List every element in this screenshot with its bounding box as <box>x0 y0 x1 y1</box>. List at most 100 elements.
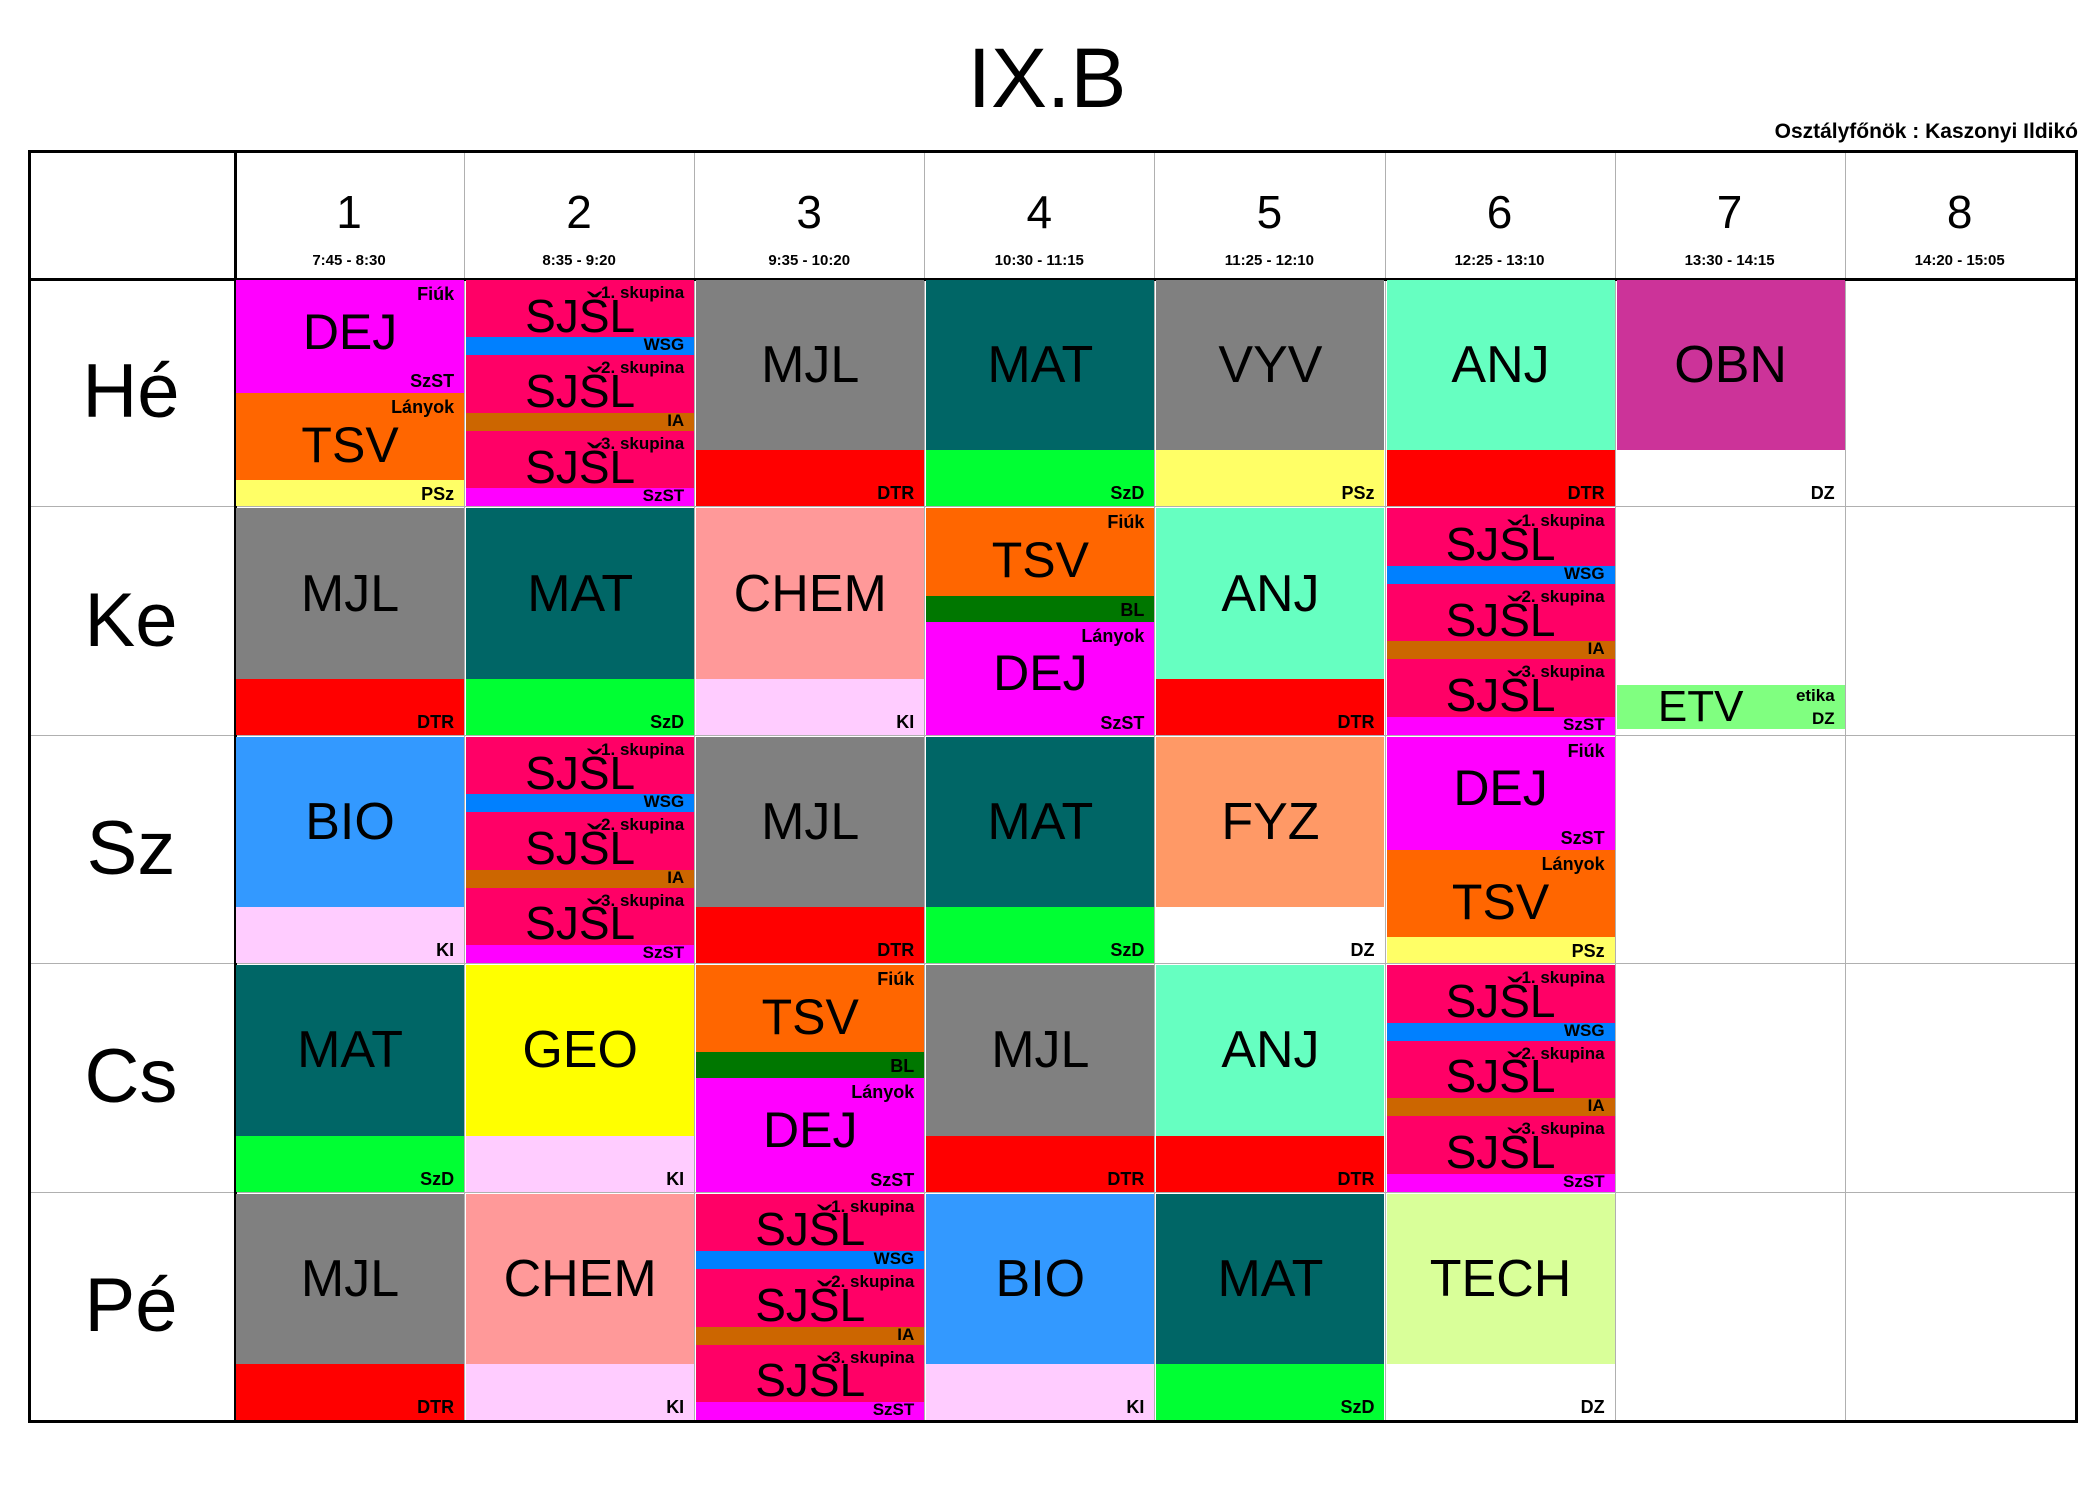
lesson-cell[interactable]: MAT SzD <box>1156 1193 1385 1420</box>
lesson-cell-split[interactable]: Fiúk DEJ SzST Lányok TSV PSz <box>1386 736 1615 964</box>
frame-line <box>2075 150 2078 1423</box>
lesson-cell[interactable]: MAT SzD <box>466 508 695 735</box>
subject-label: BIO <box>305 792 395 851</box>
group-label: 1. skupina <box>601 739 685 759</box>
group-lesson: Lányok DEJ SzST <box>696 1078 925 1192</box>
lesson-cell[interactable]: ANJ DTR <box>1156 508 1385 735</box>
group-lesson: SJŠL 3. skupina SzST <box>696 1344 925 1420</box>
teacher-strip: SzD <box>466 678 695 735</box>
lesson-cell[interactable]: GEO KI <box>466 965 695 1192</box>
lesson-cell[interactable]: MJL DTR <box>926 965 1155 1192</box>
period-number: 2 <box>566 186 592 238</box>
grid-line-vertical <box>694 150 696 1420</box>
lesson-cell-groups[interactable]: SJŠL 1. skupina WSG SJŠL 2. skupina IA SJŠL 3. … <box>696 1193 925 1420</box>
lesson-cell[interactable]: MJL DTR <box>236 508 465 735</box>
teacher-label: SzST <box>872 1399 915 1419</box>
lesson-cell-groups[interactable]: SJŠL 1. skupina WSG SJŠL 2. skupina IA SJŠL 3. … <box>466 280 695 507</box>
day-label: Ke <box>84 577 178 663</box>
grid-line-vertical <box>924 150 926 1420</box>
subject-label: SJŠL <box>755 1354 866 1407</box>
period-time: 9:35 - 10:20 <box>768 252 851 269</box>
subject-block: MAT <box>926 280 1155 451</box>
lesson-cell-groups[interactable]: SJŠL 1. skupina WSG SJŠL 2. skupina IA SJŠL 3. … <box>1386 508 1615 735</box>
subject-label: CHEM <box>503 1249 657 1308</box>
teacher-strip <box>1386 1098 1615 1117</box>
lesson-cell[interactable]: CHEM KI <box>466 1193 695 1420</box>
subject-label: MAT <box>987 336 1094 395</box>
teacher-label: IA <box>667 410 685 430</box>
group-label: 1. skupina <box>601 283 685 302</box>
group-label: Fiúk <box>1567 740 1605 761</box>
subject-block: MAT <box>926 736 1155 908</box>
group-lesson: SJŠL 2. skupina IA <box>696 1269 925 1345</box>
lesson-cell-small[interactable]: ETV etika DZ <box>1616 684 1845 729</box>
lesson-cell[interactable]: VYV PSz <box>1156 280 1385 507</box>
grid-line-vertical <box>1154 150 1156 1420</box>
group-label: 3. skupina <box>1521 662 1605 682</box>
lesson-cell[interactable]: BIO KI <box>926 1193 1155 1420</box>
subject-block: MAT <box>466 508 695 679</box>
teacher-label: WSG <box>1563 1020 1605 1040</box>
lesson-cell[interactable]: TECH DZ <box>1386 1193 1615 1420</box>
teacher-label: SzD <box>1340 1396 1375 1417</box>
teacher-strip <box>696 1326 925 1345</box>
lesson-cell[interactable]: CHEM KI <box>696 508 925 735</box>
class-teacher: Osztályfőnök : Kaszonyi Ildikó <box>1774 120 2078 143</box>
lesson-cell-groups[interactable]: SJŠL 1. skupina WSG SJŠL 2. skupina IA SJŠL 3. … <box>1386 965 1615 1192</box>
lesson-cell-groups[interactable]: SJŠL 1. skupina WSG SJŠL 2. skupina IA SJŠL 3. … <box>466 736 695 964</box>
group-label: 3. skupina <box>831 1347 915 1367</box>
period-time: 14:20 - 15:05 <box>1914 252 2005 269</box>
teacher-label: DZ <box>1580 1396 1605 1417</box>
group-label: Fiúk <box>417 284 455 304</box>
lesson-cell-split[interactable]: Fiúk DEJ SzST Lányok TSV PSz <box>236 280 465 507</box>
period-time: 7:45 - 8:30 <box>312 252 386 269</box>
lesson-cell[interactable]: MJL DTR <box>236 1193 465 1420</box>
period-time: 13:30 - 14:15 <box>1684 252 1775 269</box>
lesson-cell[interactable]: MJL DTR <box>696 280 925 507</box>
period-number: 8 <box>1946 186 1973 238</box>
teacher-strip: DTR <box>236 678 465 735</box>
teacher-label: WSG <box>1563 563 1605 583</box>
lesson-cell[interactable]: OBN DZ <box>1616 280 1845 507</box>
grid-line-horizontal <box>28 963 2075 965</box>
group-lesson: Lányok DEJ SzST <box>926 621 1155 735</box>
group-label: Lányok <box>391 397 455 418</box>
lesson-cell[interactable]: MAT SzD <box>236 965 465 1192</box>
subject-block: CHEM <box>466 1193 695 1364</box>
teacher-label: DTR <box>877 940 915 961</box>
subject-label: FYZ <box>1221 792 1320 851</box>
lesson-cell[interactable]: FYZ DZ <box>1156 736 1385 964</box>
subject-label: DEJ <box>763 1101 858 1158</box>
group-lesson: SJŠL 2. skupina IA <box>1386 1040 1615 1117</box>
teacher-label: KI <box>436 940 455 961</box>
period-number: 1 <box>336 186 362 238</box>
teacher-label: SzST <box>642 486 685 506</box>
lesson-cell[interactable]: MAT SzD <box>926 736 1155 964</box>
subject-label: MJL <box>991 1021 1090 1080</box>
subject-label: SJŠL <box>1445 593 1556 646</box>
teacher-label: WSG <box>643 792 685 812</box>
subject-block: ANJ <box>1386 280 1615 451</box>
teacher-label: KI <box>896 711 915 732</box>
lesson-cell[interactable]: MJL DTR <box>696 736 925 964</box>
grid-line-horizontal <box>28 506 2075 508</box>
teacher-strip <box>466 945 695 964</box>
lesson-cell[interactable]: ANJ DTR <box>1156 965 1385 1192</box>
group-label: 3. skupina <box>601 433 685 453</box>
subject-label: VYV <box>1218 336 1323 395</box>
lesson-cell[interactable]: MAT SzD <box>926 280 1155 507</box>
lesson-cell-split[interactable]: Fiúk TSV BL Lányok DEJ SzST <box>696 965 925 1192</box>
group-label: 1. skupina <box>1521 511 1605 531</box>
subject-label: GEO <box>522 1021 638 1080</box>
day-label: Cs <box>84 1034 178 1120</box>
lesson-cell[interactable]: ANJ DTR <box>1386 280 1615 507</box>
lesson-cell-split[interactable]: Fiúk TSV BL Lányok DEJ SzST <box>926 508 1155 735</box>
group-label: 1. skupina <box>1521 968 1605 988</box>
subject-label: TSV <box>1451 873 1550 930</box>
lesson-cell[interactable]: BIO KI <box>236 736 465 964</box>
period-number: 3 <box>796 186 822 238</box>
subject-block: GEO <box>466 965 695 1136</box>
teacher-strip: SzST <box>236 367 465 394</box>
subject-label: TSV <box>991 531 1089 588</box>
teacher-strip: DTR <box>1156 678 1385 735</box>
